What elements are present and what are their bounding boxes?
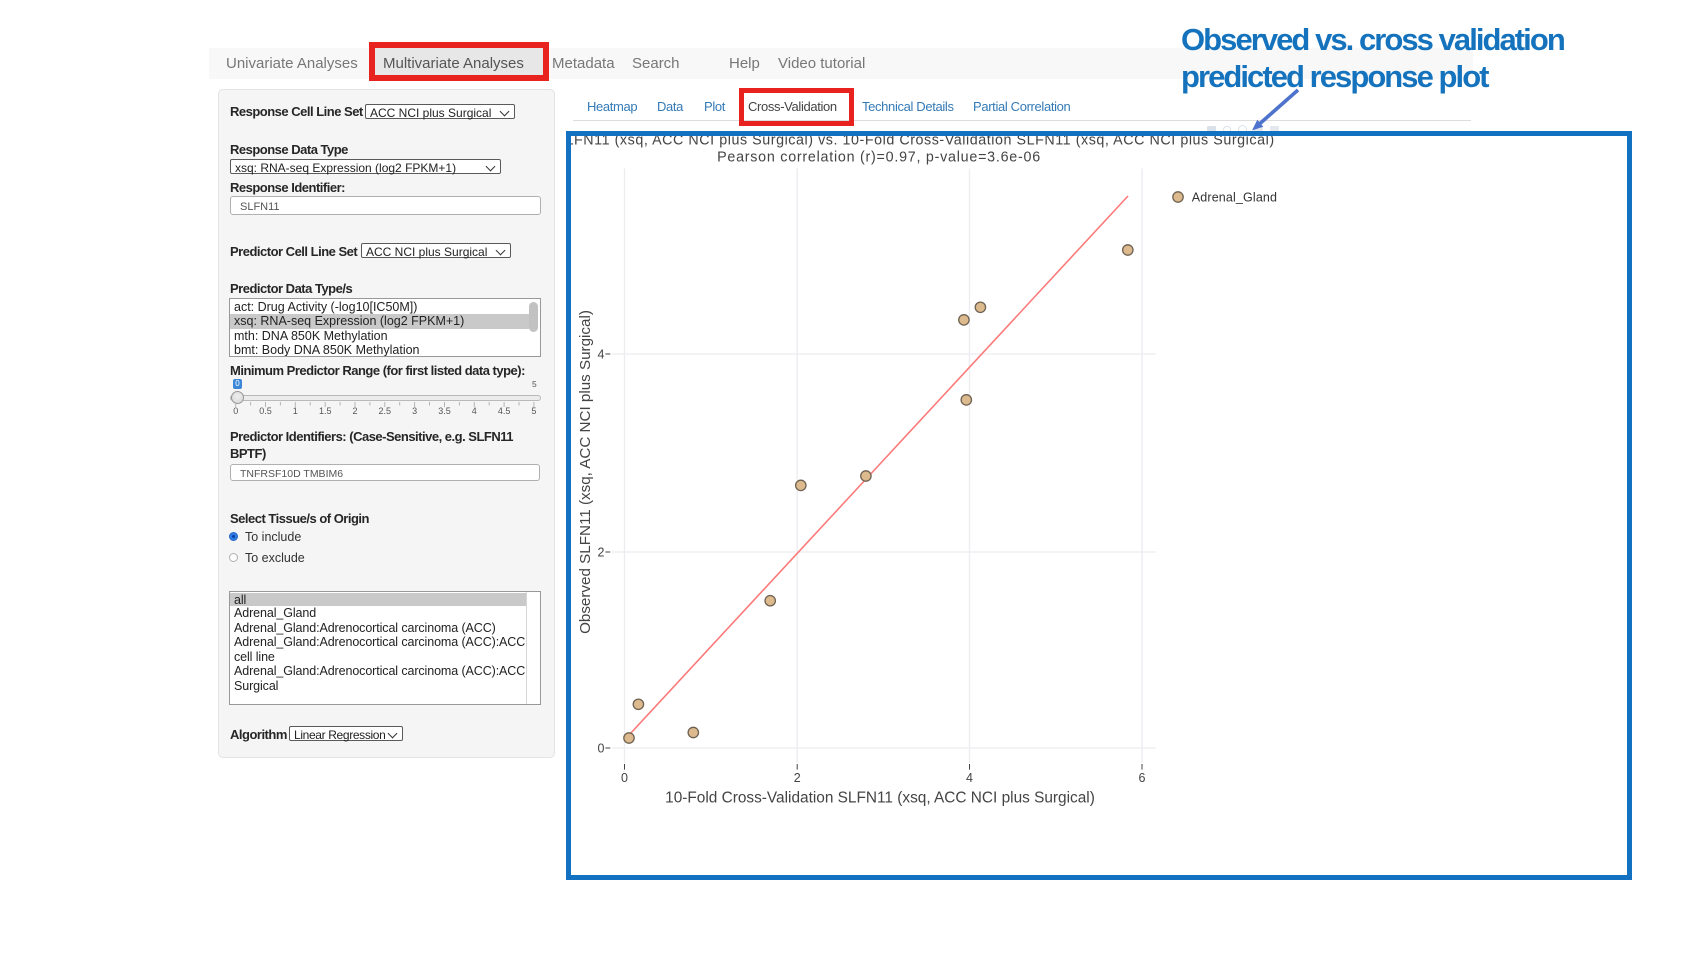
- svg-text:3: 3: [412, 406, 417, 416]
- svg-text:SLFN11 (xsq, ACC NCI plus Surg: SLFN11 (xsq, ACC NCI plus Surgical) vs. …: [571, 133, 1275, 149]
- svg-text:2.5: 2.5: [379, 406, 392, 416]
- svg-text:3.5: 3.5: [438, 406, 451, 416]
- svg-text:1.5: 1.5: [319, 406, 332, 416]
- svg-text:5: 5: [531, 406, 536, 416]
- svg-text:Observed SLFN11 (xsq, ACC NCI: Observed SLFN11 (xsq, ACC NCI plus Surgi…: [577, 310, 594, 634]
- svg-text:4: 4: [966, 771, 973, 785]
- svg-text:6: 6: [1139, 771, 1146, 785]
- svg-text:1: 1: [293, 406, 298, 416]
- svg-text:4: 4: [472, 406, 477, 416]
- svg-text:0: 0: [233, 406, 238, 416]
- svg-text:4.5: 4.5: [498, 406, 511, 416]
- svg-text:0: 0: [621, 771, 628, 785]
- svg-text:2: 2: [598, 546, 605, 560]
- svg-text:Pearson correlation (r)=0.97,: Pearson correlation (r)=0.97, p-value=3.…: [717, 150, 1041, 166]
- svg-text:Adrenal_Gland: Adrenal_Gland: [1192, 191, 1277, 205]
- svg-text:2: 2: [794, 771, 801, 785]
- svg-text:0: 0: [598, 742, 605, 756]
- svg-text:10-Fold Cross-Validation SLFN1: 10-Fold Cross-Validation SLFN11 (xsq, AC…: [665, 790, 1095, 807]
- svg-text:2: 2: [352, 406, 357, 416]
- svg-text:0.5: 0.5: [259, 406, 272, 416]
- svg-text:4: 4: [598, 348, 605, 362]
